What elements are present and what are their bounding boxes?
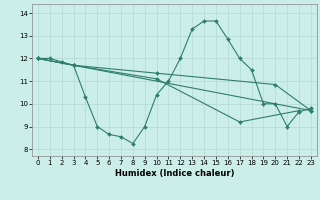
X-axis label: Humidex (Indice chaleur): Humidex (Indice chaleur) bbox=[115, 169, 234, 178]
